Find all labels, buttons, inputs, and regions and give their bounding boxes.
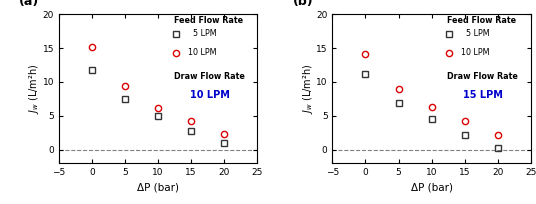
X-axis label: ΔP (bar): ΔP (bar) [137,183,179,193]
Text: 10 LPM: 10 LPM [461,49,490,58]
Text: 10 LPM: 10 LPM [188,49,217,58]
Y-axis label: $J_w$ (L/m²h): $J_w$ (L/m²h) [301,63,315,114]
Text: Draw Flow Rate: Draw Flow Rate [174,72,245,81]
X-axis label: ΔP (bar): ΔP (bar) [411,183,452,193]
Text: Feed Flow Rate: Feed Flow Rate [174,16,243,25]
Text: 5 LPM: 5 LPM [461,29,490,38]
Text: 5 LPM: 5 LPM [188,29,217,38]
Text: (a): (a) [19,0,40,8]
Text: 15 LPM: 15 LPM [463,90,503,100]
Text: 10 LPM: 10 LPM [190,90,229,100]
Text: Feed Flow Rate: Feed Flow Rate [448,16,517,25]
Text: (b): (b) [293,0,314,8]
Y-axis label: $J_w$ (L/m²h): $J_w$ (L/m²h) [27,63,41,114]
Text: Draw Flow Rate: Draw Flow Rate [448,72,518,81]
